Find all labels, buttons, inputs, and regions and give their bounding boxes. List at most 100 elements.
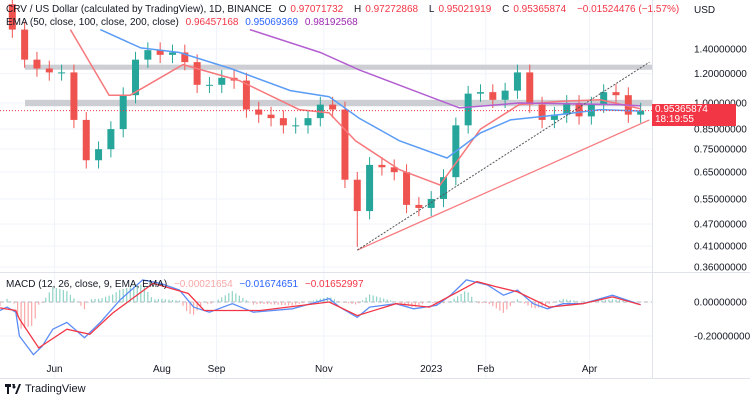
candle-body: [304, 118, 312, 126]
candle-body: [476, 92, 484, 94]
macd-histogram-bar: [245, 300, 247, 302]
macd-histogram-bar: [185, 302, 188, 311]
candle-body: [378, 164, 386, 168]
macd-histogram-bar: [182, 302, 184, 306]
macd-histogram-bar: [288, 302, 290, 306]
macd-histogram-bar: [73, 298, 75, 302]
macd-histogram-bar: [154, 299, 156, 302]
macd-histogram-bar: [404, 302, 406, 305]
ema50-line: [69, 29, 641, 186]
ema-legend[interactable]: EMA (50, close, 100, close, 200, close) …: [6, 17, 362, 28]
macd-histogram-bar: [224, 295, 226, 302]
macd-line: [0, 279, 641, 356]
candle-body: [95, 149, 103, 161]
macd-histogram-bar: [397, 302, 399, 303]
macd-histogram-bar: [87, 302, 89, 303]
candle-body: [144, 50, 152, 60]
macd-histogram-bar: [34, 302, 36, 319]
time-tick-label: Feb: [477, 364, 495, 375]
macd-value: −0.01674651: [239, 279, 299, 290]
macd-histogram-bar: [337, 301, 339, 302]
macd-histogram-bar: [421, 302, 423, 304]
macd-histogram-bar: [523, 302, 526, 304]
macd-histogram-bar: [284, 302, 286, 306]
candle-body: [415, 204, 423, 208]
macd-histogram-bar: [390, 300, 392, 302]
ema100-value: 0.95069369: [245, 17, 299, 28]
symbol-legend: CRV / US Dollar (calculated by TradingVi…: [6, 4, 683, 15]
tradingview-logo[interactable]: TradingView: [5, 383, 86, 395]
macd-histogram-bar: [485, 302, 487, 304]
macd-histogram-bar: [62, 290, 64, 302]
macd-histogram-bar: [9, 301, 12, 302]
candle-body: [156, 50, 164, 55]
macd-histogram-bar: [316, 299, 318, 302]
candle-body: [329, 104, 337, 110]
macd-histogram-bar: [604, 299, 607, 302]
candle-body: [403, 172, 411, 205]
macd-histogram-bar: [221, 297, 223, 302]
macd-histogram-bar: [90, 299, 93, 302]
macd-histogram-bar: [140, 284, 142, 302]
macd-legend[interactable]: MACD (12, 26, close, 9, EMA, EMA) −0.000…: [6, 279, 368, 290]
macd-histogram-bar: [266, 302, 269, 305]
macd-histogram-bar: [559, 300, 561, 302]
grid: [0, 0, 652, 378]
macd-histogram-bar: [457, 296, 459, 302]
candle-body: [427, 198, 435, 208]
macd-pane: [0, 279, 652, 356]
macd-histogram-bar: [400, 302, 402, 304]
candle-body: [489, 92, 497, 100]
macd-histogram-bar: [541, 302, 543, 308]
macd-histogram-bar: [379, 297, 381, 302]
macd-histogram-bar: [277, 302, 279, 305]
macd-histogram-bar: [453, 298, 455, 302]
macd-histogram-bar: [569, 299, 571, 302]
macd-histogram-bar: [566, 299, 568, 302]
axes: 1.400000001.200000001.000000000.85000000…: [0, 0, 750, 379]
macd-histogram-bar: [633, 301, 635, 302]
macd-histogram-bar: [228, 293, 230, 302]
macd-histogram-bar: [6, 298, 8, 302]
price-tick-label: 0.65000000: [694, 168, 747, 179]
macd-histogram-bar: [552, 302, 554, 303]
macd-histogram-bar: [474, 301, 476, 302]
macd-histogram-bar: [235, 293, 237, 302]
high-value: 0.97272868: [365, 4, 419, 15]
candle-body: [292, 125, 300, 127]
macd-histogram-bar: [150, 297, 152, 302]
candle-body: [119, 95, 127, 130]
macd-histogram-bar: [615, 299, 617, 302]
close-value: 0.95365874: [513, 4, 567, 15]
macd-histogram-bar: [520, 301, 522, 302]
macd-histogram-bar: [31, 302, 33, 326]
macd-histogram-bar: [164, 299, 167, 302]
macd-histogram-bar: [506, 302, 508, 310]
price-tick-label: 1.20000000: [694, 69, 747, 80]
macd-histogram-bar: [502, 302, 504, 313]
macd-histogram-bar: [83, 302, 86, 310]
macd-histogram-bar: [200, 302, 202, 307]
candle-body: [205, 84, 213, 86]
macd-histogram-bar: [295, 302, 297, 305]
macd-histogram-bar: [333, 299, 335, 302]
price-tick-label: 0.55000000: [694, 194, 747, 205]
ema100-line: [99, 28, 641, 159]
price-tick-label: 0.85000000: [694, 125, 747, 136]
candle-body: [45, 68, 53, 73]
macd-histogram-bar: [309, 301, 311, 302]
candle-body: [267, 114, 275, 119]
candle-body: [8, 4, 16, 30]
candle-body: [82, 119, 90, 161]
macd-histogram-bar: [319, 298, 321, 302]
macd-histogram-bar: [432, 302, 434, 304]
tradingview-logo-icon: [5, 384, 21, 394]
time-tick-label: Sep: [208, 364, 226, 375]
macd-histogram-bar: [161, 298, 163, 302]
macd-histogram-bar: [80, 302, 82, 306]
candle-body: [501, 90, 509, 100]
macd-histogram-bar: [499, 302, 501, 311]
macd-histogram-bar: [351, 302, 353, 304]
macd-histogram-bar: [555, 301, 557, 302]
